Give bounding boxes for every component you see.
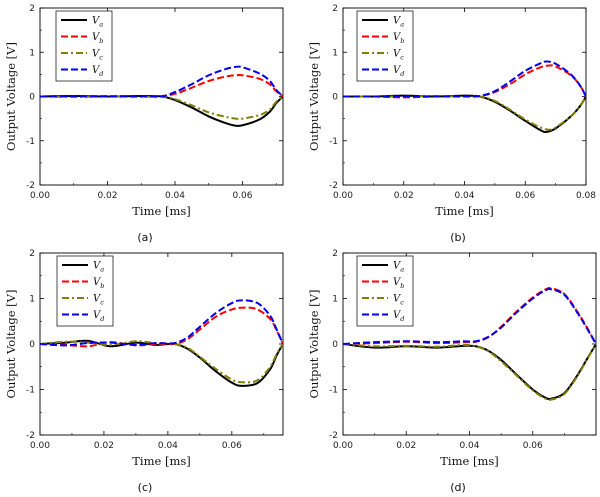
series-line-vc	[343, 95, 586, 131]
panel-caption: (b)	[450, 231, 466, 244]
x-tick-label: 0.02	[394, 191, 414, 201]
series-line-vd	[343, 60, 586, 98]
series-line-va	[343, 343, 596, 401]
series-line-vc	[40, 340, 283, 384]
panel-caption: (d)	[450, 481, 466, 494]
x-tick-label: 0.04	[165, 191, 185, 201]
y-tick-label: -1	[26, 137, 35, 147]
series-line-vb	[40, 73, 283, 98]
panel-3: 0.00 0.02 0.04 0.06 -2 -1 0 1 2 Time [ms] Output V…	[4, 249, 284, 494]
y-tick-label: 1	[29, 48, 35, 58]
legend-label-vc: Vc	[93, 294, 104, 307]
legend: Va Vb Vc Vd	[356, 255, 414, 327]
y-axis-label: Output Voltage [V]	[307, 290, 321, 399]
y-axis-label: Output Voltage [V]	[4, 42, 18, 151]
x-axis-label: Time [ms]	[132, 454, 191, 468]
x-tick-label: 0.00	[333, 191, 353, 201]
x-tick-label: 0.04	[454, 191, 474, 201]
legend-label-va: Va	[393, 261, 404, 274]
x-axis-label: Time [ms]	[435, 204, 494, 218]
legend-label-vb: Vb	[92, 32, 103, 45]
x-tick-label: 0.02	[94, 441, 114, 451]
series-line-vb	[343, 64, 586, 99]
x-tick-label: 0.08	[576, 191, 596, 201]
legend-label-vd: Vd	[393, 65, 404, 78]
y-tick-label: 1	[332, 295, 338, 305]
x-tick-label: 0.04	[459, 441, 479, 451]
y-tick-label: -2	[329, 431, 338, 441]
legend-label-vd: Vd	[393, 310, 404, 323]
legend-label-va: Va	[92, 16, 103, 29]
y-tick-label: -2	[26, 431, 35, 441]
y-tick-label: 0	[332, 340, 338, 350]
legend-label-vc: Vc	[92, 49, 103, 62]
y-tick-label: 2	[29, 249, 35, 259]
x-tick-label: 0.00	[333, 441, 353, 451]
x-tick-label: 0.02	[396, 441, 416, 451]
series-line-va	[343, 94, 586, 134]
y-tick-label: 0	[29, 93, 35, 103]
y-tick-label: 0	[332, 93, 338, 103]
y-tick-label: 2	[332, 4, 338, 14]
series-line-vd	[343, 287, 596, 345]
series-line-vb	[40, 306, 283, 348]
legend-label-vd: Vd	[93, 310, 104, 323]
y-tick-label: -1	[26, 386, 35, 396]
legend-label-vb: Vb	[393, 32, 404, 45]
series-line-vd	[40, 299, 283, 347]
series-line-vc	[343, 343, 596, 401]
panel-1: 0.00 0.02 0.04 0.06 -2 -1 0 1 2 Time [ms] Output V…	[4, 4, 284, 244]
legend-label-vc: Vc	[393, 294, 404, 307]
series-line-va	[40, 95, 283, 128]
y-tick-label: -2	[26, 181, 35, 191]
legend-label-vb: Vb	[93, 277, 104, 290]
y-tick-label: -1	[329, 386, 338, 396]
legend-label-vd: Vd	[92, 65, 103, 78]
panel-caption: (c)	[138, 481, 153, 494]
y-tick-label: 2	[332, 249, 338, 259]
x-axis-label: Time [ms]	[132, 204, 191, 218]
y-tick-label: -2	[329, 181, 338, 191]
panel-4: 0.00 0.02 0.04 0.06 -2 -1 0 1 2 Time [ms] Output V…	[307, 249, 597, 494]
y-tick-label: 1	[332, 48, 338, 58]
legend-label-vb: Vb	[393, 277, 404, 290]
x-tick-label: 0.02	[97, 191, 117, 201]
legend: Va Vb Vc Vd	[356, 10, 414, 82]
series-line-vc	[40, 95, 283, 120]
panel-caption: (a)	[137, 231, 152, 244]
x-axis-label: Time [ms]	[440, 454, 499, 468]
series-line-va	[40, 339, 283, 387]
y-tick-label: 0	[29, 340, 35, 350]
x-tick-label: 0.06	[222, 441, 242, 451]
legend: Va Vb Vc Vd	[55, 10, 113, 82]
y-axis-label: Output Voltage [V]	[4, 290, 18, 399]
legend: Va Vb Vc Vd	[56, 255, 114, 327]
series-line-vd	[40, 65, 283, 98]
legend-label-vc: Vc	[393, 49, 404, 62]
x-tick-label: 0.06	[232, 191, 252, 201]
y-tick-label: -1	[329, 137, 338, 147]
x-tick-label: 0.06	[523, 441, 543, 451]
x-tick-label: 0.04	[158, 441, 178, 451]
y-tick-label: 2	[29, 4, 35, 14]
legend-label-va: Va	[393, 16, 404, 29]
y-axis-label: Output Voltage [V]	[307, 42, 321, 151]
panel-2: 0.00 0.02 0.04 0.06 0.08 -2 -1 0 1 2 Time [ms] Outp…	[307, 4, 596, 244]
y-tick-label: 1	[29, 295, 35, 305]
legend-label-va: Va	[93, 261, 104, 274]
x-tick-label: 0.00	[30, 441, 50, 451]
x-tick-label: 0.00	[30, 191, 50, 201]
x-tick-label: 0.06	[515, 191, 535, 201]
